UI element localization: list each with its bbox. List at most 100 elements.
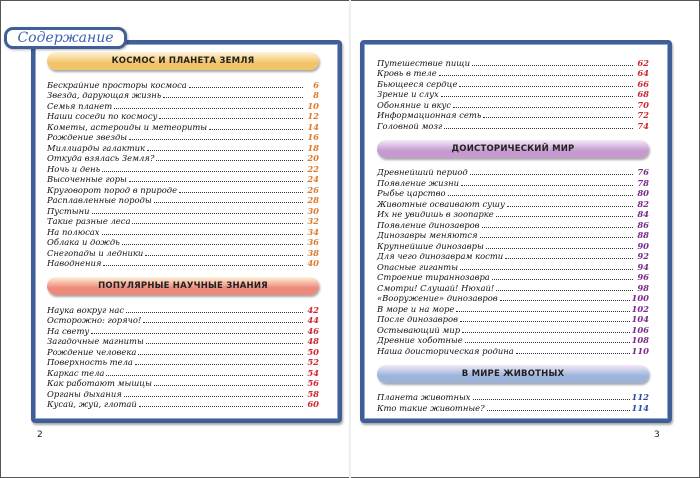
entry-title: Круговорот пород в природе [47, 184, 178, 195]
toc-entry[interactable]: В море и на море 102 [377, 303, 649, 314]
toc-entry[interactable]: Рыбье царство 80 [377, 188, 649, 198]
entry-page: 10 [307, 100, 319, 111]
toc-entry[interactable]: Древнейший период 76 [377, 167, 649, 177]
dot-leader [515, 352, 630, 354]
toc-entry[interactable]: Такие разные леса 32 [47, 216, 319, 226]
toc-entry[interactable]: Семья планет 10 [47, 100, 319, 111]
toc-entry[interactable]: Наши соседи по космосу 12 [47, 111, 319, 121]
entry-title: Головной мозг [377, 120, 443, 131]
toc-entry[interactable]: Расплавленные породы 28 [47, 195, 319, 205]
toc-entry[interactable]: Путешествие пищи 62 [377, 57, 649, 68]
toc-entry[interactable]: Наука вокруг нас 42 [47, 304, 319, 315]
entry-page: 78 [637, 177, 649, 188]
entry-title: На полюсах [47, 226, 100, 237]
toc-entry[interactable]: Для чего динозаврам кости 92 [377, 251, 649, 261]
toc-entry[interactable]: Загадочные магниты 48 [47, 336, 319, 346]
toc-entry[interactable]: Круговорот пород в природе 26 [47, 184, 319, 195]
entry-title: Наша доисторическая родина [377, 345, 514, 356]
dot-leader [483, 117, 633, 118]
toc-entry[interactable]: Поверхность тела 52 [47, 357, 319, 367]
entry-page: 68 [637, 89, 649, 99]
toc-entry[interactable]: Опасные гиганты 94 [377, 261, 649, 272]
toc-entry[interactable]: Бескрайние просторы космоса 6 [47, 79, 319, 90]
toc-entry[interactable]: Смотри! Слушай! Нюхай! 98 [377, 282, 649, 293]
left-page-frame [31, 40, 342, 423]
entry-title: Строение тираннозавра [377, 272, 490, 282]
entry-title: Поверхность тела [47, 357, 133, 367]
entry-page: 88 [637, 230, 649, 240]
entry-page: 64 [637, 68, 649, 78]
entry-title: Путешествие пищи [377, 57, 471, 68]
toc-entry[interactable]: Рождение человека 50 [47, 346, 319, 357]
toc-entry[interactable]: Древние хоботные 108 [377, 335, 649, 345]
entry-page: 18 [307, 142, 319, 153]
right-toc-column: Путешествие пищи 62 Кровь в теле 64 Бьющееся… [377, 57, 649, 413]
toc-entry[interactable]: Животные осваивают сушу 82 [377, 198, 649, 209]
dot-leader [496, 289, 633, 291]
toc-entry[interactable]: Наша доисторическая родина 110 [377, 345, 649, 356]
toc-entry[interactable]: Кто такие животные? 114 [377, 402, 649, 413]
entry-title: Кусай, жуй, глотай [47, 399, 137, 409]
toc-entry[interactable]: Наводнения 40 [47, 258, 319, 268]
dot-leader [459, 85, 633, 87]
entry-page: 30 [307, 205, 319, 216]
toc-entry[interactable]: Рождение звезды 16 [47, 132, 319, 142]
toc-entry[interactable]: Появление жизни 78 [377, 177, 649, 188]
entry-page: 8 [313, 90, 319, 100]
toc-entry[interactable]: Как работают мышцы 56 [47, 378, 319, 388]
dot-leader [209, 128, 303, 130]
toc-entry[interactable]: Зрение и слух 68 [377, 89, 649, 99]
toc-entry[interactable]: Крупнейшие динозавры 90 [377, 240, 649, 251]
toc-entry[interactable]: Каркас тела 54 [47, 367, 319, 378]
toc-entry[interactable]: Откуда взялась Земля? 20 [47, 153, 319, 163]
dot-leader [126, 311, 303, 313]
section-header: ПОПУЛЯРНЫЕ НАУЧНЫЕ ЗНАНИЯ [47, 277, 319, 295]
spacer [377, 356, 649, 365]
entry-page: 20 [307, 153, 319, 163]
entry-page: 16 [307, 132, 319, 142]
toc-entry[interactable]: Миллиарды галактик 18 [47, 142, 319, 153]
toc-entry[interactable]: Кусай, жуй, глотай 60 [47, 399, 319, 409]
section-header: КОСМОС И ПЛАНЕТА ЗЕМЛЯ [47, 52, 319, 70]
toc-entry[interactable]: Органы дыхания 58 [47, 388, 319, 399]
dot-leader [114, 107, 303, 109]
toc-entry[interactable]: Обоняние и вкус 70 [377, 99, 649, 110]
toc-entry[interactable]: Планета животных 112 [377, 392, 649, 402]
toc-entry[interactable]: На свету 46 [47, 325, 319, 336]
toc-entry[interactable]: Пустыни 30 [47, 205, 319, 216]
dot-leader [159, 118, 303, 119]
toc-entry[interactable]: На полюсах 34 [47, 226, 319, 237]
toc-entry[interactable]: Динозавры меняются 88 [377, 230, 649, 240]
toc-entry[interactable]: Облака и дождь 36 [47, 237, 319, 247]
entry-title: Появление жизни [377, 177, 459, 188]
toc-entry[interactable]: Звезда, дарующая жизнь 8 [47, 90, 319, 100]
entry-page: 72 [637, 110, 649, 120]
entry-page: 60 [307, 399, 319, 409]
toc-entry[interactable]: Информационная сеть 72 [377, 110, 649, 120]
entry-page: 102 [631, 303, 649, 314]
dot-leader [138, 406, 303, 407]
entry-page: 32 [307, 216, 319, 226]
toc-entry[interactable]: Кровь в теле 64 [377, 68, 649, 78]
dot-leader [505, 258, 633, 259]
entry-page: 14 [307, 121, 319, 132]
toc-entry[interactable]: Появление динозавров 86 [377, 219, 649, 230]
toc-entry[interactable]: После динозавров 104 [377, 314, 649, 324]
toc-entry[interactable]: Кометы, астероиды и метеориты 14 [47, 121, 319, 132]
toc-entry[interactable]: «Вооружение» динозавров 100 [377, 293, 649, 303]
toc-entry[interactable]: Строение тираннозавра 96 [377, 272, 649, 282]
toc-entry[interactable]: Головной мозг 74 [377, 120, 649, 131]
toc-entry[interactable]: Остывающий мир 106 [377, 324, 649, 335]
dot-leader [91, 212, 303, 214]
toc-entry[interactable]: Ночь и день 22 [47, 163, 319, 174]
entry-title: Осторожно: горячо! [47, 315, 142, 325]
toc-entry[interactable]: Осторожно: горячо! 44 [47, 315, 319, 325]
entry-title: Загадочные магниты [47, 336, 144, 346]
entry-title: «Вооружение» динозавров [377, 293, 498, 303]
toc-entry[interactable]: Их не увидишь в зоопарке 84 [377, 209, 649, 219]
dot-leader [156, 160, 303, 161]
toc-entry[interactable]: Высоченные горы 24 [47, 174, 319, 184]
toc-entry[interactable]: Снегопады и ледники 38 [47, 247, 319, 258]
entry-title: Рождение звезды [47, 132, 128, 142]
toc-entry[interactable]: Бьющееся сердце 66 [377, 78, 649, 89]
